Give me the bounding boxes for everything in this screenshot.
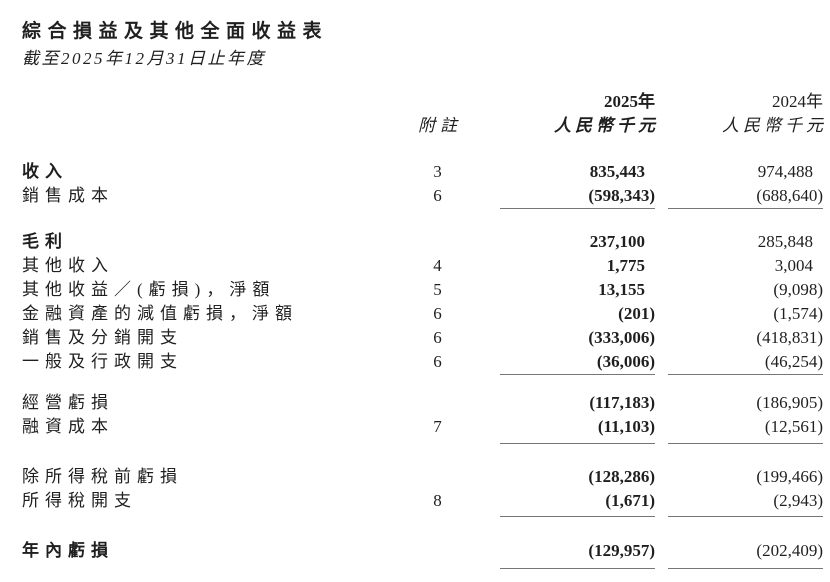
value-2024: (1,574) — [773, 304, 823, 323]
row-label: 金融資產的減值虧損，淨額 — [22, 304, 298, 323]
value-2024: (9,098) — [773, 280, 823, 299]
page-subtitle: 截至2025年12月31日止年度 — [22, 49, 266, 68]
row-label: 收入 — [22, 162, 68, 181]
row-label: 所得稅開支 — [22, 491, 137, 510]
total-rule — [0, 568, 830, 569]
note-cell: 6 — [433, 352, 442, 371]
value-2025: (598,343) — [588, 186, 655, 205]
subtotal-rule — [0, 374, 830, 375]
value-2025: (36,006) — [596, 352, 655, 371]
row-label: 毛利 — [22, 232, 68, 251]
row-label: 銷售及分銷開支 — [22, 328, 183, 347]
row-label: 年內虧損 — [22, 541, 114, 560]
row-label: 其他收益／(虧損)，淨額 — [22, 280, 276, 299]
col-header-2024-unit: 人民幣千元 — [722, 116, 827, 135]
column-header-years: 2025年 2024年 — [0, 90, 830, 114]
value-2024: (186,905) — [756, 393, 823, 412]
value-2025: (11,103) — [597, 417, 655, 436]
note-cell: 4 — [433, 256, 442, 275]
note-cell: 3 — [433, 162, 442, 181]
value-2025: (129,957) — [588, 541, 655, 560]
table-row-cost-of-sales: 銷售成本 6 (598,343) (688,640) — [0, 184, 830, 208]
row-label: 一般及行政開支 — [22, 352, 183, 371]
value-2025: (1,671) — [605, 491, 655, 510]
note-cell: 7 — [433, 417, 442, 436]
note-cell: 5 — [433, 280, 442, 299]
subtotal-rule — [0, 443, 830, 444]
table-row-finance-costs: 融資成本 7 (11,103) (12,561) — [0, 415, 830, 439]
row-label: 其他收入 — [22, 256, 114, 275]
row-label: 銷售成本 — [22, 186, 114, 205]
value-2024: (199,466) — [756, 467, 823, 486]
row-label: 融資成本 — [22, 417, 114, 436]
value-2024: 285,848 — [757, 232, 813, 251]
col-header-2025-unit: 人民幣千元 — [554, 116, 659, 135]
value-2024: (202,409) — [756, 541, 823, 560]
value-2025: 835,443 — [589, 162, 645, 181]
table-row-admin-expenses: 一般及行政開支 6 (36,006) (46,254) — [0, 350, 830, 374]
value-2024: 3,004 — [774, 256, 813, 275]
value-2025: (201) — [618, 304, 655, 323]
value-2024: (418,831) — [756, 328, 823, 347]
note-cell: 6 — [433, 186, 442, 205]
table-row-selling-expenses: 銷售及分銷開支 6 (333,006) (418,831) — [0, 326, 830, 350]
value-2025: (117,183) — [589, 393, 655, 412]
column-header-units: 附註 人民幣千元 人民幣千元 — [0, 114, 830, 138]
col-header-note: 附註 — [418, 116, 462, 135]
value-2024: (46,254) — [764, 352, 823, 371]
value-2024: (688,640) — [756, 186, 823, 205]
page-title: 綜合損益及其他全面收益表 — [22, 21, 329, 42]
note-cell: 6 — [433, 328, 442, 347]
table-row-income-tax: 所得稅開支 8 (1,671) (2,943) — [0, 489, 830, 513]
row-label: 除所得稅前虧損 — [22, 467, 183, 486]
value-2025: 237,100 — [589, 232, 645, 251]
note-cell: 6 — [433, 304, 442, 323]
value-2025: (333,006) — [588, 328, 655, 347]
table-row-other-gains-losses: 其他收益／(虧損)，淨額 5 13,155 (9,098) — [0, 278, 830, 302]
value-2024: (2,943) — [773, 491, 823, 510]
table-row-revenue: 收入 3 835,443 974,488 — [0, 160, 830, 184]
subtotal-rule — [0, 516, 830, 517]
table-row-other-income: 其他收入 4 1,775 3,004 — [0, 254, 830, 278]
table-row-impairment-losses: 金融資產的減值虧損，淨額 6 (201) (1,574) — [0, 302, 830, 326]
value-2025: 13,155 — [598, 280, 645, 299]
col-header-2024-year: 2024年 — [772, 92, 823, 111]
table-row-gross-profit: 毛利 237,100 285,848 — [0, 230, 830, 254]
value-2024: 974,488 — [757, 162, 813, 181]
table-row-loss-before-tax: 除所得稅前虧損 (128,286) (199,466) — [0, 465, 830, 489]
value-2024: (12,561) — [764, 417, 823, 436]
col-header-2025-year: 2025年 — [604, 92, 655, 111]
value-2025: (128,286) — [588, 467, 655, 486]
table-row-operating-loss: 經營虧損 (117,183) (186,905) — [0, 391, 830, 415]
note-cell: 8 — [433, 491, 442, 510]
value-2025: 1,775 — [606, 256, 645, 275]
table-row-loss-for-year: 年內虧損 (129,957) (202,409) — [0, 539, 830, 563]
subtotal-rule — [0, 208, 830, 209]
row-label: 經營虧損 — [22, 393, 114, 412]
